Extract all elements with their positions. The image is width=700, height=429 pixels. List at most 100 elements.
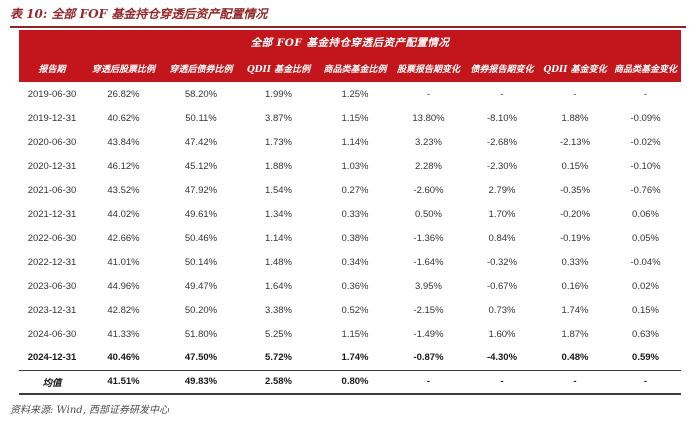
value-cell: -2.68%	[486, 136, 518, 148]
value-cell: 1.54%	[265, 184, 292, 196]
table-body: 2019-06-30 26.82% 58.20% 1.99% 1.25% - - - -2019…	[19, 82, 681, 370]
value-cell: 2.28%	[415, 160, 442, 172]
value-cell: 47.92%	[184, 184, 218, 196]
value-cell: 1.14%	[341, 136, 369, 148]
banner-row: 全部 FOF 基金持仓穿透后资产配置情况	[19, 30, 682, 55]
value-cell: -0.10%	[630, 160, 661, 172]
column-header: 报告期	[19, 55, 85, 82]
value-cell: 0.15%	[632, 304, 659, 316]
value-cell: 3.87%	[265, 112, 292, 124]
report-period-cell: 2020-12-31	[27, 160, 77, 172]
column-header: 穿透后债券比例	[162, 55, 240, 82]
table-caption: 表 10: 全部 FOF 基金持仓穿透后资产配置情况	[10, 7, 268, 21]
value-cell: -0.04%	[630, 256, 661, 268]
column-header: 穿透后股票比例	[85, 55, 162, 82]
value-cell: -1.49%	[413, 328, 444, 340]
value-cell: 5.72%	[265, 352, 292, 364]
value-cell: 0.50%	[415, 208, 442, 220]
report-period-cell: 2022-12-31	[27, 256, 77, 268]
table-row: 2020-12-31 46.12% 45.12% 1.88% 1.03% 2.28% -2.…	[19, 154, 681, 178]
value-cell: -2.30%	[486, 160, 518, 172]
value-cell: 50.46%	[184, 232, 218, 244]
value-cell: -2.15%	[413, 304, 444, 316]
report-period-cell: 2020-06-30	[27, 136, 77, 148]
banner-title: 全部 FOF 基金持仓穿透后资产配置情况	[19, 30, 682, 55]
value-cell: 1.88%	[265, 160, 292, 172]
value-cell: -	[426, 88, 431, 100]
average-value-cell: -	[610, 369, 682, 395]
value-cell: -	[643, 88, 648, 100]
value-cell: 0.34%	[341, 256, 369, 268]
value-cell: 0.05%	[632, 232, 659, 244]
value-cell: 0.63%	[632, 328, 659, 340]
value-cell: 1.48%	[265, 256, 292, 268]
value-cell: 1.14%	[265, 232, 292, 244]
average-value-cell: 2.58%	[240, 369, 317, 395]
value-cell: 0.73%	[488, 304, 516, 316]
value-cell: 1.34%	[265, 208, 292, 220]
value-cell: 49.47%	[184, 280, 218, 292]
value-cell: 0.84%	[488, 232, 516, 244]
value-cell: 1.74%	[561, 304, 589, 316]
value-cell: 1.15%	[341, 112, 369, 124]
value-cell: 3.95%	[415, 280, 442, 292]
value-cell: 0.02%	[632, 280, 659, 292]
table-row: 2022-12-31 41.01% 50.14% 1.48% 0.34% -1.64% -0…	[19, 250, 681, 274]
value-cell: 1.15%	[341, 328, 369, 340]
value-cell: -8.10%	[486, 112, 518, 124]
column-header: QDII 基金变化	[540, 55, 610, 82]
value-cell: 41.33%	[107, 328, 140, 340]
value-cell: -0.32%	[486, 256, 518, 268]
value-cell: 49.61%	[184, 208, 218, 220]
value-cell: -2.13%	[559, 136, 591, 148]
value-cell: 47.50%	[184, 352, 218, 364]
average-value-cell: -	[393, 369, 464, 395]
value-cell: 47.42%	[184, 136, 218, 148]
value-cell: -0.67%	[486, 280, 518, 292]
value-cell: -1.36%	[413, 232, 444, 244]
column-header: 商品类基金变化	[610, 55, 682, 82]
value-cell: 40.62%	[107, 112, 140, 124]
report-period-cell: 2024-06-30	[27, 328, 77, 340]
value-cell: 41.01%	[107, 256, 140, 268]
average-label-cell: 均值	[19, 369, 85, 395]
value-cell: 1.87%	[561, 328, 589, 340]
report-period-cell: 2021-12-31	[27, 208, 77, 220]
table-row: 2023-12-31 42.82% 50.20% 3.38% 0.52% -2.15% 0.…	[19, 298, 681, 322]
column-header: 股票报告期变化	[393, 55, 464, 82]
value-cell: -	[500, 88, 504, 100]
table-row: 2021-12-31 44.02% 49.61% 1.34% 0.33% 0.50% 1.7…	[19, 202, 681, 226]
value-cell: -4.30%	[486, 352, 518, 364]
table-row: 2024-06-30 41.33% 51.80% 5.25% 1.15% -1.49% 1.…	[19, 322, 681, 346]
value-cell: -2.60%	[413, 184, 444, 196]
value-cell: 3.23%	[415, 136, 442, 148]
value-cell: 50.14%	[184, 256, 218, 268]
value-cell: -0.20%	[559, 208, 591, 220]
value-cell: -	[573, 88, 577, 100]
value-cell: 1.60%	[488, 328, 516, 340]
value-cell: 0.16%	[561, 280, 589, 292]
value-cell: -0.09%	[630, 112, 661, 124]
value-cell: 3.38%	[265, 304, 292, 316]
table-row: 2019-12-31 40.62% 50.11% 3.87% 1.15% 13.80% -8…	[19, 106, 681, 130]
table-row: 2022-06-30 42.66% 50.46% 1.14% 0.38% -1.36% 0.…	[19, 226, 681, 250]
fof-asset-allocation-table: 全部 FOF 基金持仓穿透后资产配置情况 报告期 穿透后股票比例 穿透后债券比例 QD…	[19, 30, 682, 395]
value-cell: -0.87%	[413, 352, 444, 364]
value-cell: 0.52%	[341, 304, 369, 316]
value-cell: 43.52%	[107, 184, 140, 196]
value-cell: 1.25%	[341, 88, 369, 100]
average-value-cell: -	[540, 369, 610, 395]
value-cell: -0.76%	[630, 184, 661, 196]
value-cell: 0.33%	[561, 256, 589, 268]
value-cell: 0.15%	[561, 160, 589, 172]
value-cell: -0.35%	[559, 184, 591, 196]
report-period-cell: 2019-12-31	[27, 112, 77, 124]
value-cell: 2.79%	[488, 184, 516, 196]
table-row: 2019-06-30 26.82% 58.20% 1.99% 1.25% - - - -	[19, 82, 681, 106]
average-row: 均值 41.51% 49.83% 2.58% 0.80% - - - -	[19, 369, 682, 395]
value-cell: 46.12%	[107, 160, 140, 172]
value-cell: 51.80%	[184, 328, 218, 340]
table-row: 2023-06-30 44.96% 49.47% 1.64% 0.36% 3.95% -0.…	[19, 274, 681, 298]
report-period-cell: 2023-12-31	[27, 304, 77, 316]
source-note: 资料来源: Wind, 西部证券研发中心	[10, 405, 170, 416]
